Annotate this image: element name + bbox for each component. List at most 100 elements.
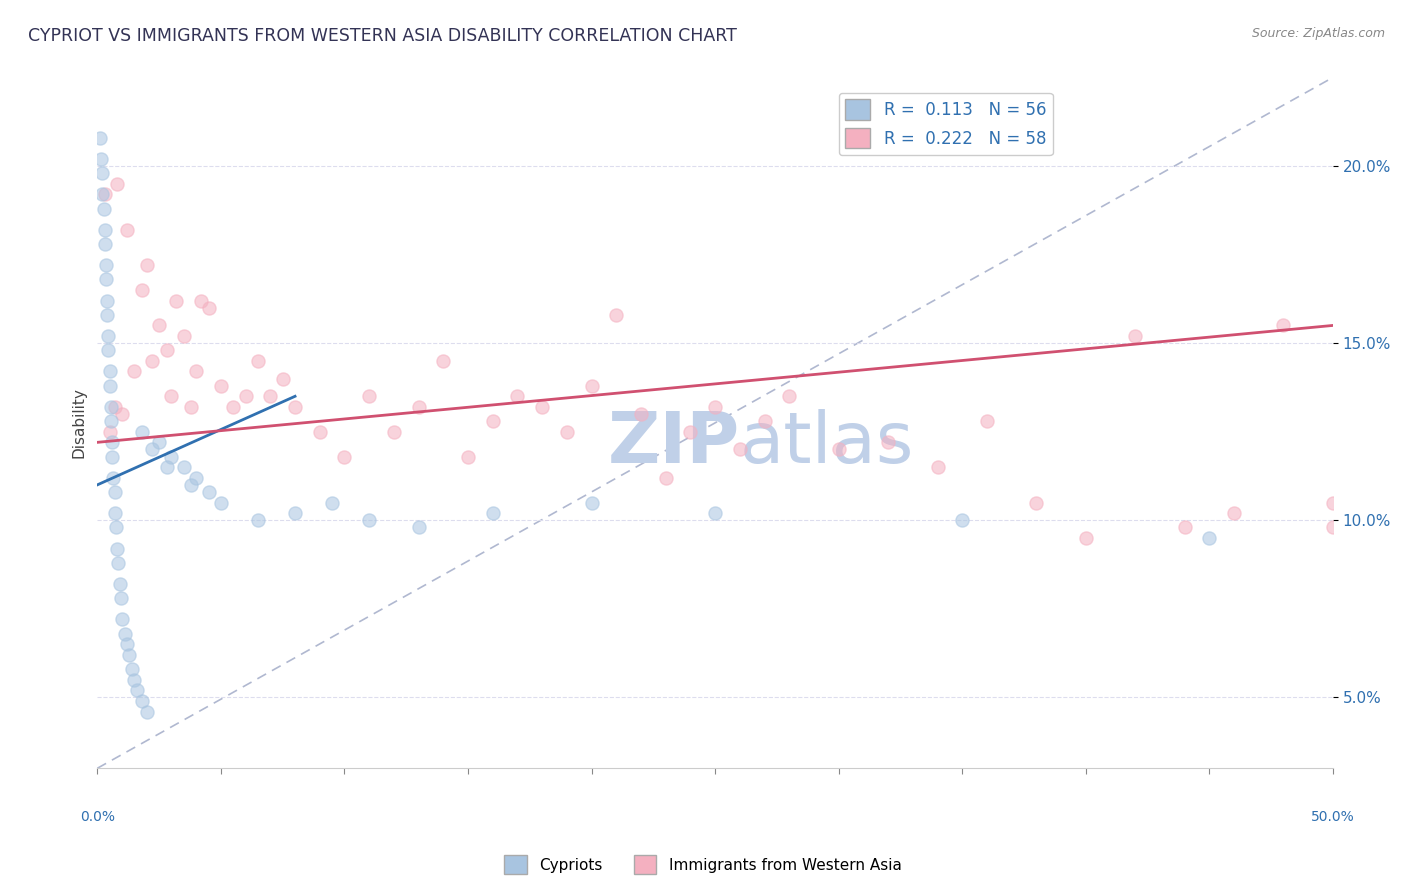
Point [382, 425, 405, 439]
Point [408, 520, 430, 534]
Point [1223, 506, 1246, 520]
Point [877, 435, 900, 450]
Point [105, 177, 128, 191]
Point [506, 389, 529, 403]
Point [359, 513, 381, 527]
Point [1174, 520, 1197, 534]
Point [271, 371, 294, 385]
Point [98, 364, 121, 378]
Point [654, 471, 676, 485]
Point [976, 414, 998, 428]
Point [581, 378, 603, 392]
Point [333, 450, 356, 464]
Point [481, 506, 503, 520]
Point [94, 258, 117, 272]
Point [246, 513, 269, 527]
Point [927, 460, 949, 475]
Point [1123, 329, 1146, 343]
Point [121, 662, 143, 676]
Text: ZIP: ZIP [607, 409, 740, 478]
Point [96, 308, 118, 322]
Point [754, 414, 776, 428]
Point [90, 152, 112, 166]
Point [950, 513, 973, 527]
Point [97, 329, 120, 343]
Legend: R =  0.113   N = 56, R =  0.222   N = 58: R = 0.113 N = 56, R = 0.222 N = 58 [838, 93, 1053, 155]
Point [131, 425, 153, 439]
Point [321, 495, 343, 509]
Point [101, 435, 124, 450]
Point [1025, 495, 1047, 509]
Point [115, 637, 138, 651]
Point [155, 460, 177, 475]
Point [173, 329, 195, 343]
Point [105, 541, 128, 556]
Text: atlas: atlas [740, 409, 914, 478]
Point [100, 414, 122, 428]
Point [246, 354, 269, 368]
Point [197, 301, 219, 315]
Point [118, 648, 141, 662]
Point [457, 450, 479, 464]
Point [186, 364, 208, 378]
Point [209, 378, 232, 392]
Point [359, 389, 381, 403]
Point [114, 626, 136, 640]
Point [104, 400, 127, 414]
Point [180, 478, 202, 492]
Point [160, 389, 183, 403]
Text: 0.0%: 0.0% [80, 810, 115, 823]
Point [94, 272, 117, 286]
Point [155, 343, 177, 358]
Point [131, 694, 153, 708]
Point [131, 283, 153, 297]
Point [101, 450, 124, 464]
Point [828, 442, 851, 457]
Point [190, 293, 212, 308]
Point [107, 556, 129, 570]
Point [308, 425, 330, 439]
Point [630, 407, 652, 421]
Point [108, 577, 131, 591]
Point [104, 484, 127, 499]
Point [165, 293, 187, 308]
Point [141, 442, 163, 457]
Point [115, 223, 138, 237]
Point [704, 400, 727, 414]
Point [111, 612, 134, 626]
Point [93, 202, 115, 216]
Point [1272, 318, 1295, 333]
Legend: Cypriots, Immigrants from Western Asia: Cypriots, Immigrants from Western Asia [498, 849, 908, 880]
Point [104, 506, 127, 520]
Point [97, 343, 120, 358]
Point [135, 258, 157, 272]
Point [89, 130, 111, 145]
Point [1074, 531, 1097, 545]
Point [222, 400, 245, 414]
Point [124, 673, 146, 687]
Point [98, 425, 121, 439]
Point [148, 318, 170, 333]
Point [1198, 531, 1220, 545]
Point [581, 495, 603, 509]
Point [94, 236, 117, 251]
Point [186, 471, 208, 485]
Point [432, 354, 454, 368]
Point [679, 425, 702, 439]
Point [141, 354, 163, 368]
Point [531, 400, 554, 414]
Point [605, 308, 627, 322]
Point [778, 389, 800, 403]
Point [173, 460, 195, 475]
Point [235, 389, 257, 403]
Point [148, 435, 170, 450]
Point [180, 400, 202, 414]
Text: 50.0%: 50.0% [1310, 810, 1355, 823]
Point [555, 425, 578, 439]
Point [408, 400, 430, 414]
Point [197, 484, 219, 499]
Point [111, 407, 134, 421]
Y-axis label: Disability: Disability [72, 387, 86, 458]
Point [96, 293, 118, 308]
Text: Source: ZipAtlas.com: Source: ZipAtlas.com [1251, 27, 1385, 40]
